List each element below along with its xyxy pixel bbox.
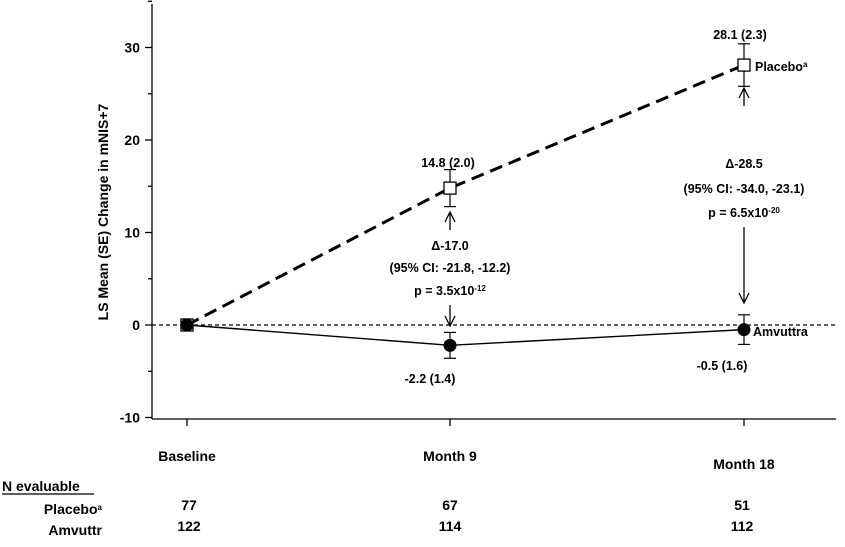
series-labels: Placeboa Amvuttra bbox=[753, 60, 809, 340]
series-label-placebo: Placeboa bbox=[755, 60, 808, 75]
x-tick-label: Baseline bbox=[158, 448, 216, 464]
difference-annotations: Δ-17.0 (95% CI: -21.8, -12.2) p = 3.5x10-1… bbox=[390, 88, 805, 326]
data-label: -2.2 (1.4) bbox=[405, 372, 456, 386]
plot-axes bbox=[151, 4, 836, 420]
open-square-marker bbox=[443, 181, 457, 195]
annotation-p: p = 6.5x10-20 bbox=[708, 206, 780, 221]
filled-circle-marker bbox=[180, 318, 194, 332]
x-tick-label: Month 18 bbox=[713, 456, 775, 472]
annotation-ci: (95% CI: -34.0, -23.1) bbox=[684, 182, 805, 196]
series-line bbox=[186, 324, 745, 347]
table-row-label: Amvuttr bbox=[48, 522, 102, 538]
filled-circle-marker bbox=[737, 323, 751, 337]
n-evaluable-table: N evaluable Placeboa 77 67 51 Amvuttr 122 114 11… bbox=[2, 478, 754, 538]
series-markers bbox=[180, 58, 751, 352]
y-tick-label: -10 bbox=[120, 410, 140, 426]
table-cell: 77 bbox=[181, 497, 197, 513]
table-row-label: Placeboa bbox=[44, 501, 103, 517]
x-tick-label: Month 9 bbox=[423, 448, 477, 464]
annotation-delta: Δ-28.5 bbox=[725, 157, 763, 171]
annotation-ci: (95% CI: -21.8, -12.2) bbox=[390, 261, 511, 275]
error-bars bbox=[444, 43, 750, 359]
y-tick-label: 0 bbox=[132, 317, 140, 333]
data-label: 28.1 (2.3) bbox=[713, 28, 767, 42]
data-label: 14.8 (2.0) bbox=[421, 156, 475, 170]
open-square-marker bbox=[737, 58, 751, 72]
y-axis-label: LS Mean (SE) Change in mNIS+7 bbox=[95, 103, 111, 320]
y-tick-label: 10 bbox=[124, 225, 140, 241]
table-cell: 122 bbox=[177, 518, 201, 534]
table-cell: 51 bbox=[734, 497, 750, 513]
table-cell: 114 bbox=[439, 518, 462, 534]
table-header: N evaluable bbox=[2, 478, 80, 494]
table-cell: 67 bbox=[442, 497, 458, 513]
series-lines bbox=[186, 63, 745, 347]
annotation-delta: Δ-17.0 bbox=[431, 239, 469, 253]
y-tick-label: 20 bbox=[124, 132, 140, 148]
annotation-p: p = 3.5x10-12 bbox=[414, 284, 486, 299]
data-labels: 14.8 (2.0) 28.1 (2.3) -2.2 (1.4) -0.5 (1.6) bbox=[405, 28, 767, 386]
y-ticks: -10 0 10 20 30 bbox=[120, 0, 152, 426]
series-label-amvuttra: Amvuttra bbox=[753, 325, 809, 339]
table-cell: 112 bbox=[731, 518, 754, 534]
series-line bbox=[186, 63, 745, 327]
data-label: -0.5 (1.6) bbox=[697, 359, 748, 373]
filled-circle-marker bbox=[443, 338, 457, 352]
x-ticks: Baseline Month 9 Month 18 bbox=[158, 419, 775, 472]
y-tick-label: 30 bbox=[124, 40, 140, 56]
